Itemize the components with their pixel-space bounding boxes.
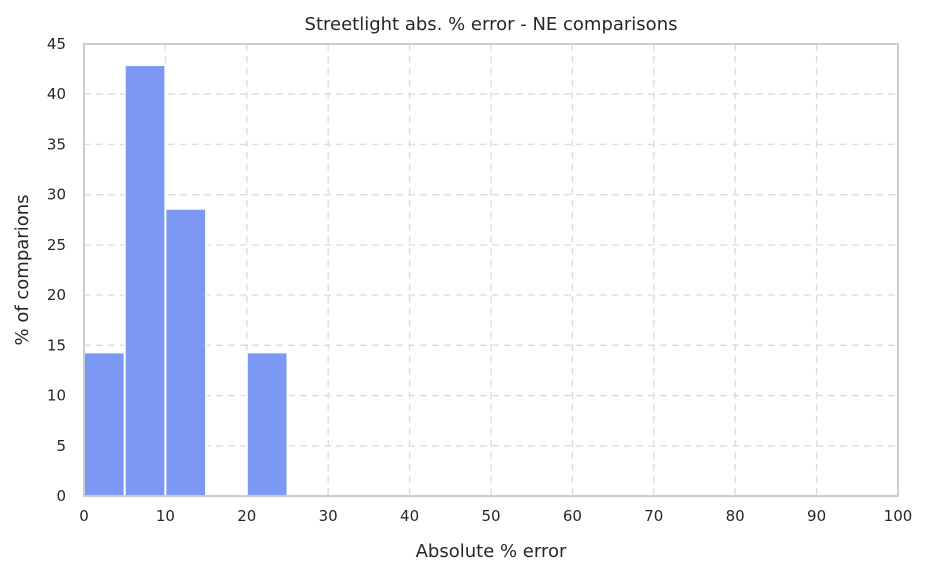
- bars-layer: [83, 64, 289, 498]
- x-tick-label: 90: [807, 507, 826, 525]
- y-tick-label: 30: [47, 186, 66, 204]
- x-tick-label: 20: [237, 507, 256, 525]
- x-tick-label: 0: [79, 507, 89, 525]
- x-tick-label: 30: [319, 507, 338, 525]
- histogram-bar: [123, 64, 167, 498]
- y-tick-label: 40: [47, 85, 66, 103]
- x-tick-labels: 0 10 20 30 40 50 60 70 80 90 100: [79, 507, 912, 525]
- histogram-bar: [83, 351, 126, 497]
- histogram-bar: [245, 351, 289, 497]
- y-tick-label: 20: [47, 286, 66, 304]
- x-tick-label: 10: [156, 507, 175, 525]
- histogram-bar: [164, 207, 208, 497]
- y-axis-label: % of comparions: [12, 195, 33, 346]
- y-tick-labels: 0 5 10 15 20 25 30 35 40 45: [47, 35, 66, 505]
- grid-layer: [84, 44, 898, 496]
- plot-frame: [83, 43, 899, 497]
- y-tick-label: 10: [47, 387, 66, 405]
- y-tick-label: 15: [47, 336, 66, 354]
- chart-title: Streetlight abs. % error - NE comparison…: [305, 14, 678, 35]
- y-tick-label: 35: [47, 135, 66, 153]
- x-tick-label: 50: [481, 507, 500, 525]
- y-tick-label: 0: [56, 487, 66, 505]
- y-tick-label: 25: [47, 236, 66, 254]
- x-tick-label: 100: [884, 507, 913, 525]
- y-tick-label: 45: [47, 35, 66, 53]
- x-tick-label: 80: [726, 507, 745, 525]
- x-tick-label: 70: [644, 507, 663, 525]
- x-axis-label: Absolute % error: [416, 541, 567, 562]
- x-tick-label: 60: [563, 507, 582, 525]
- y-tick-label: 5: [56, 437, 66, 455]
- x-tick-label: 40: [400, 507, 419, 525]
